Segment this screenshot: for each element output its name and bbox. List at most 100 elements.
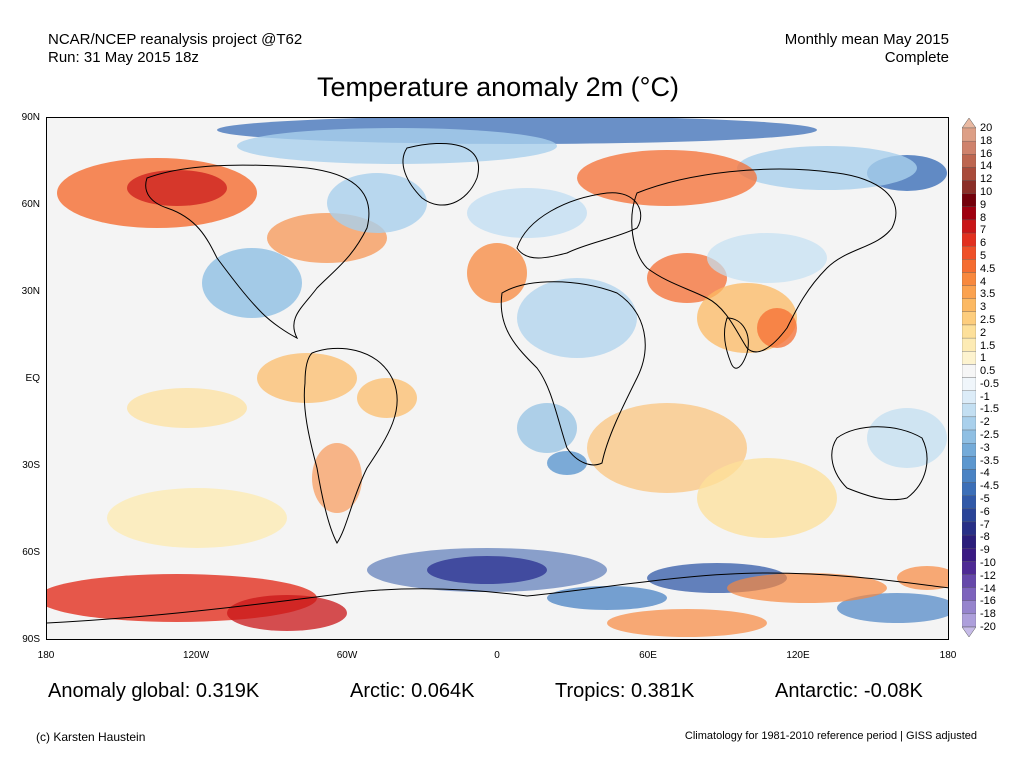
lat-label: 60S bbox=[22, 547, 40, 558]
footnote: Climatology for 1981-2010 reference peri… bbox=[684, 730, 977, 742]
status-label: Complete bbox=[884, 49, 949, 66]
colorbar-arrow-bottom bbox=[961, 626, 977, 638]
anomaly-map bbox=[46, 117, 949, 640]
colorbar-graphic bbox=[961, 117, 977, 638]
colorbar-swatch bbox=[961, 206, 977, 221]
colorbar-swatch bbox=[961, 246, 977, 260]
lat-label: 90S bbox=[22, 634, 40, 645]
colorbar-swatch bbox=[961, 521, 977, 536]
colorbar-swatch bbox=[961, 482, 977, 496]
colorbar-label: -4 bbox=[980, 467, 990, 480]
colorbar-swatch bbox=[961, 140, 977, 155]
coastlines bbox=[47, 142, 948, 624]
colorbar-label: -1.5 bbox=[980, 403, 999, 416]
colorbar-label: -8 bbox=[980, 531, 990, 544]
lon-label: 120W bbox=[182, 650, 210, 661]
colorbar-label: 2 bbox=[980, 326, 987, 339]
colorbar-label: 7 bbox=[980, 224, 987, 237]
colorbar-label: 8 bbox=[980, 211, 987, 224]
colorbar-label: -7 bbox=[980, 518, 990, 531]
lon-label: 180 bbox=[939, 650, 957, 661]
colorbar-swatch bbox=[961, 180, 977, 194]
colorbar-swatch bbox=[961, 311, 977, 326]
colorbar-label: -20 bbox=[980, 621, 996, 633]
colorbar-label: 18 bbox=[980, 134, 993, 147]
colorbar-label: 2.5 bbox=[980, 313, 996, 326]
tropics-anomaly: Tropics: 0.381K bbox=[555, 680, 695, 702]
colorbar-swatch bbox=[961, 337, 977, 352]
colorbar-swatch bbox=[961, 193, 977, 207]
colorbar-label: -1 bbox=[980, 390, 990, 403]
colorbar-swatch bbox=[961, 469, 977, 483]
anomaly-field bbox=[47, 118, 948, 637]
colorbar-swatch bbox=[961, 324, 977, 339]
colorbar-swatch bbox=[961, 154, 977, 168]
colorbar-label: -5 bbox=[980, 493, 990, 506]
colorbar bbox=[961, 117, 977, 638]
colorbar-label: 1.5 bbox=[980, 339, 996, 352]
colorbar-label: -0.5 bbox=[980, 377, 999, 390]
colorbar-label: 10 bbox=[980, 185, 993, 198]
colorbar-label: -2.5 bbox=[980, 429, 999, 442]
colorbar-label: 5 bbox=[980, 249, 987, 262]
lat-label: 30N bbox=[21, 286, 40, 297]
antarctic-anomaly: Antarctic: -0.08K bbox=[775, 680, 923, 702]
colorbar-swatch bbox=[961, 456, 977, 470]
project-label: NCAR/NCEP reanalysis project @T62 bbox=[48, 31, 303, 48]
colorbar-label: -3.5 bbox=[980, 454, 999, 467]
colorbar-swatch bbox=[961, 534, 977, 549]
header-left: NCAR/NCEP reanalysis project @T62 Run: 3… bbox=[48, 31, 302, 67]
colorbar-label: 3.5 bbox=[980, 288, 996, 301]
credit: (c) Karsten Haustein bbox=[36, 730, 146, 744]
lon-label: 60E bbox=[639, 650, 657, 661]
colorbar-label: -18 bbox=[980, 608, 996, 621]
colorbar-label: -4.5 bbox=[980, 480, 999, 493]
run-label: Run: 31 May 2015 18z bbox=[48, 49, 199, 66]
colorbar-label: -14 bbox=[980, 582, 996, 595]
colorbar-swatch bbox=[961, 416, 977, 431]
global-anomaly: Anomaly global: 0.319K bbox=[48, 680, 260, 702]
colorbar-swatch bbox=[961, 495, 977, 509]
colorbar-arrow-top bbox=[961, 117, 977, 129]
colorbar-swatch bbox=[961, 377, 977, 391]
colorbar-label: -6 bbox=[980, 505, 990, 518]
colorbar-swatch bbox=[961, 364, 977, 378]
colorbar-swatch bbox=[961, 403, 977, 418]
colorbar-label: -16 bbox=[980, 595, 996, 608]
colorbar-swatch bbox=[961, 561, 977, 575]
colorbar-label: 9 bbox=[980, 198, 987, 211]
colorbar-swatch bbox=[961, 443, 977, 457]
period-label: Monthly mean May 2015 bbox=[784, 31, 949, 48]
colorbar-label: 4 bbox=[980, 275, 987, 288]
lon-label: 180 bbox=[37, 650, 55, 661]
colorbar-swatch bbox=[961, 167, 977, 181]
colorbar-label: -3 bbox=[980, 441, 990, 454]
colorbar-swatch bbox=[961, 390, 977, 404]
colorbar-label: 4.5 bbox=[980, 262, 996, 275]
colorbar-label: 16 bbox=[980, 147, 993, 160]
colorbar-label: 6 bbox=[980, 237, 987, 250]
colorbar-swatch bbox=[961, 508, 977, 523]
header-right: Monthly mean May 2015 Complete bbox=[785, 31, 949, 67]
colorbar-swatch bbox=[961, 351, 977, 365]
colorbar-swatch bbox=[961, 574, 977, 588]
colorbar-swatch bbox=[961, 600, 977, 615]
colorbar-label: -10 bbox=[980, 557, 996, 570]
colorbar-label: 12 bbox=[980, 173, 993, 186]
lon-label: 120E bbox=[786, 650, 810, 661]
arctic-anomaly: Arctic: 0.064K bbox=[350, 680, 475, 702]
lat-label: 60N bbox=[21, 199, 40, 210]
map-graphic bbox=[47, 118, 948, 637]
colorbar-swatch bbox=[961, 272, 977, 286]
colorbar-label: 3 bbox=[980, 301, 987, 314]
lon-label: 60W bbox=[336, 650, 358, 661]
colorbar-swatch bbox=[961, 587, 977, 601]
colorbar-swatch bbox=[961, 613, 977, 628]
colorbar-label: 1 bbox=[980, 352, 987, 365]
page-title: Temperature anomaly 2m (°C) bbox=[317, 72, 679, 102]
lat-label: 30S bbox=[22, 460, 40, 471]
colorbar-swatch bbox=[961, 232, 977, 247]
colorbar-swatch bbox=[961, 285, 977, 299]
colorbar-swatch bbox=[961, 259, 977, 273]
colorbar-swatch bbox=[961, 298, 977, 312]
